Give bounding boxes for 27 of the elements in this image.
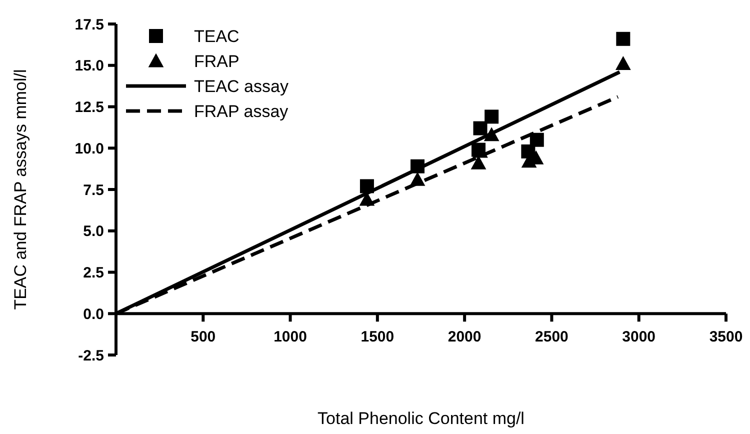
x-tick-label: 3000 xyxy=(622,328,656,346)
legend-label: FRAP assay xyxy=(194,102,289,121)
x-tick-label: 2500 xyxy=(535,328,568,346)
legend-label: TEAC assay xyxy=(194,76,289,96)
y-tick-label: 15.0 xyxy=(74,58,104,75)
y-tick-label: -2.5 xyxy=(78,347,104,364)
point xyxy=(530,132,544,147)
y-tick-label: 5.0 xyxy=(83,223,104,240)
legend-label: TEAC xyxy=(194,26,240,46)
point xyxy=(615,56,631,70)
x-tick-label: 2000 xyxy=(448,328,482,346)
point xyxy=(616,32,630,46)
y-tick-label: 12.5 xyxy=(74,99,104,116)
x-tick-label: 3500 xyxy=(709,328,743,346)
legend-label: FRAP xyxy=(194,52,240,71)
y-tick-label: 0.0 xyxy=(83,306,104,323)
x-tick-label: 1000 xyxy=(274,328,307,346)
y-axis-title: TEAC and FRAP assays mmol/l xyxy=(11,69,30,310)
point xyxy=(473,121,488,136)
x-tick-label: 1500 xyxy=(360,328,394,346)
point xyxy=(484,110,499,124)
y-tick-label: 7.5 xyxy=(83,182,104,199)
y-tick-label: 10.0 xyxy=(74,140,104,158)
x-tick-label: 500 xyxy=(190,328,216,346)
x-axis-title: Total Phenolic Content mg/l xyxy=(318,409,524,428)
y-tick-label: 2.5 xyxy=(83,264,104,282)
y-tick-label: 17.5 xyxy=(74,16,104,34)
